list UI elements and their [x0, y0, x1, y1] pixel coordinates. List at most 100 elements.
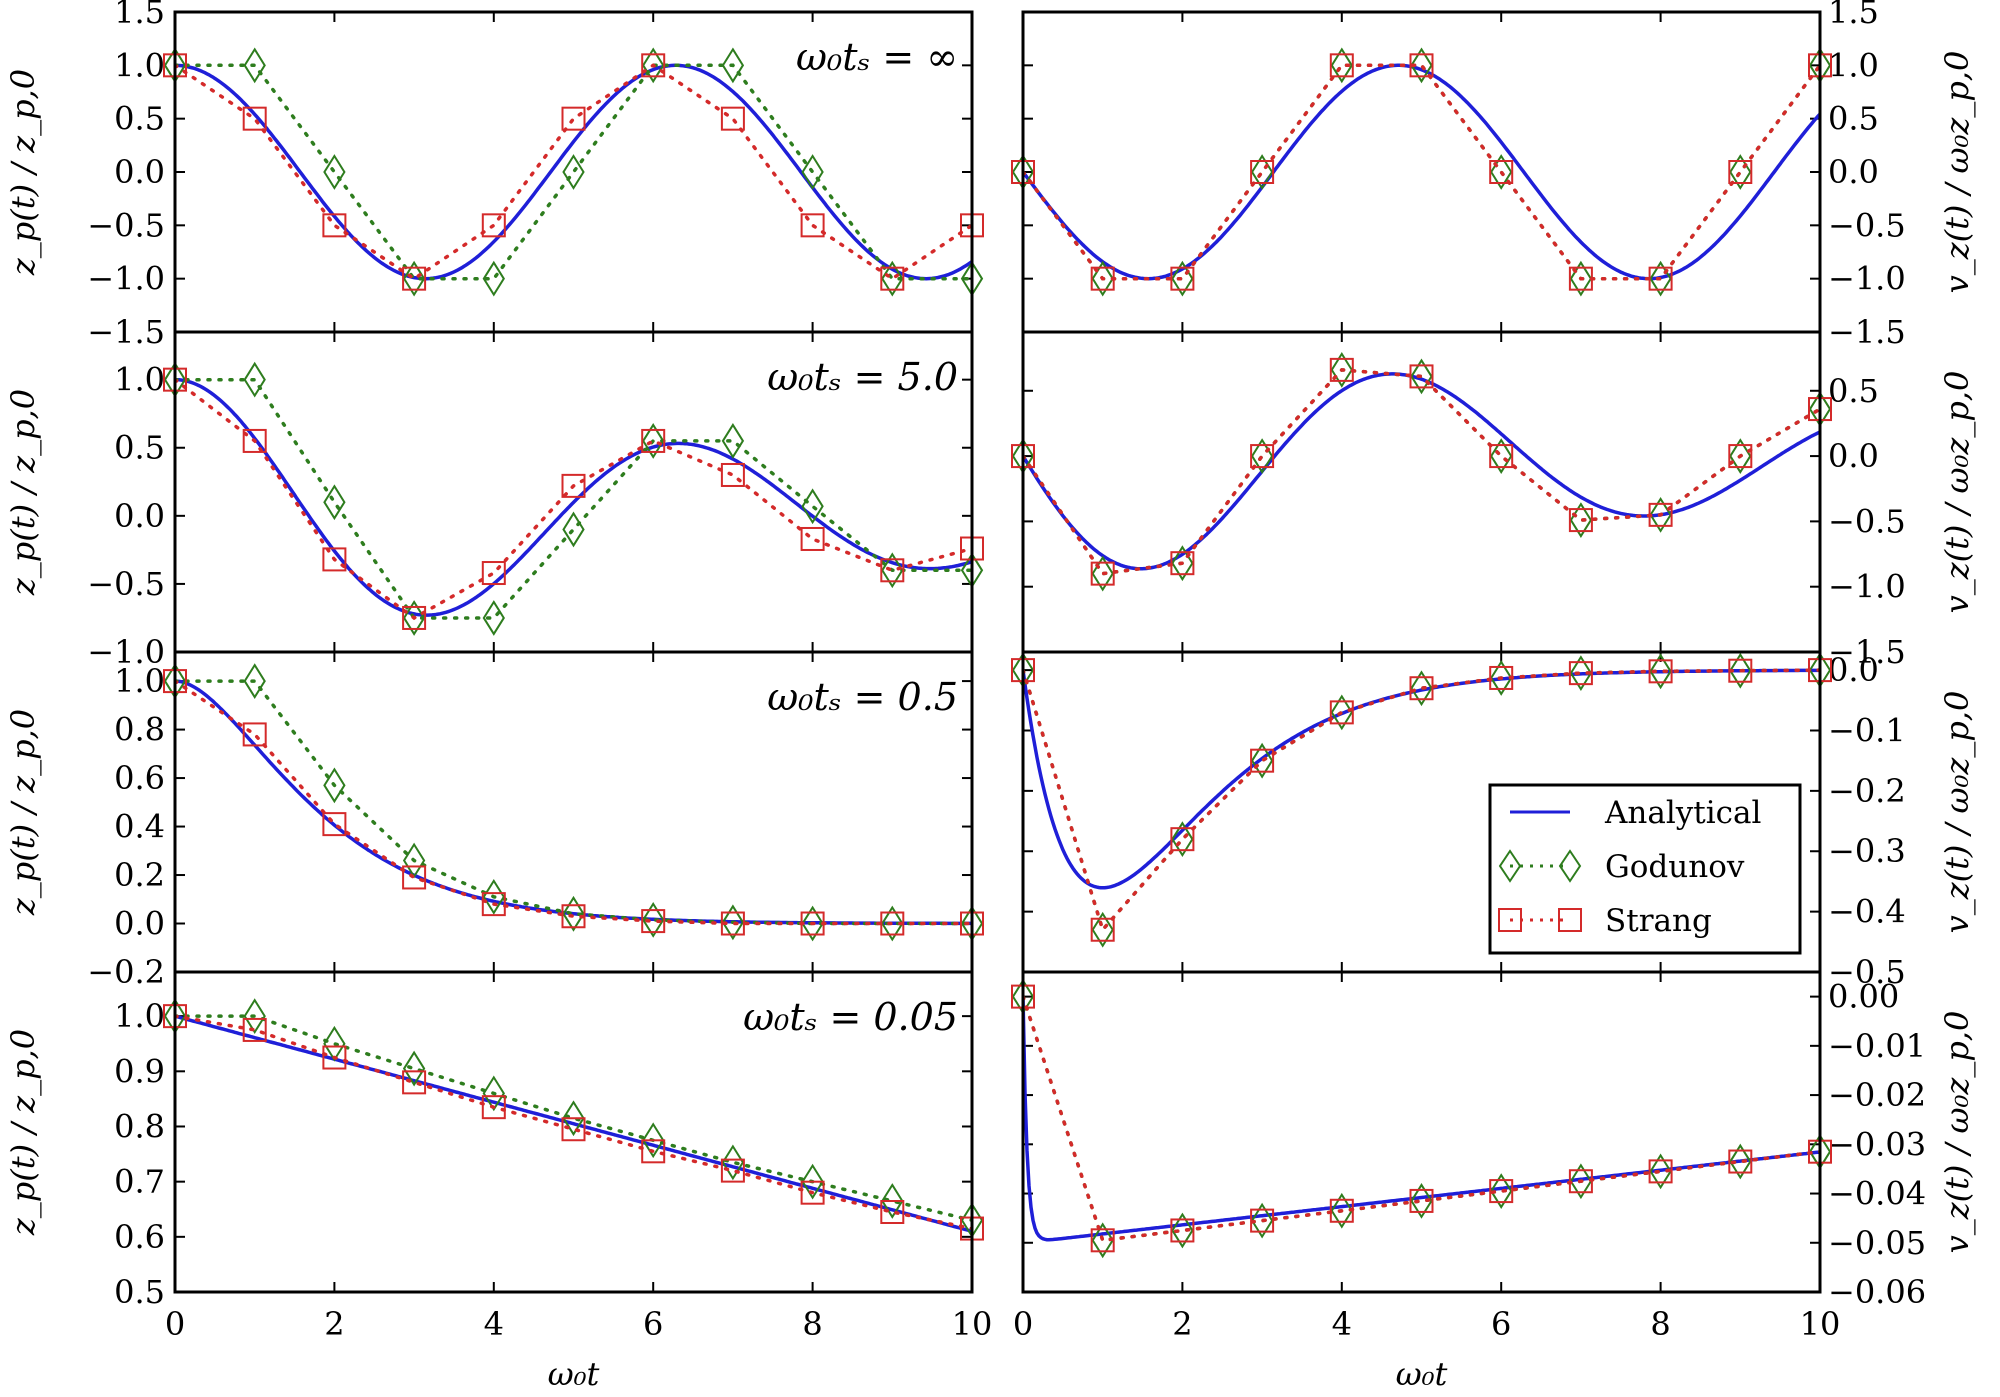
godunov-marker [642, 1122, 665, 1159]
legend-strang-marker-right [1558, 908, 1582, 932]
strang-marker [880, 911, 905, 936]
ytick-label: 1.5 [114, 0, 165, 31]
strang-marker [1409, 1188, 1434, 1213]
analytical-line [175, 377, 972, 617]
strang-marker [1250, 160, 1275, 184]
xtick-label: 4 [1332, 1305, 1352, 1343]
ylabel-right: v_z(t) / ω₀z_p,0 [1938, 51, 1976, 294]
strang-marker [641, 1139, 666, 1164]
strang-marker [1648, 1159, 1673, 1184]
godunov-marker [881, 905, 904, 942]
godunov-marker [1410, 358, 1433, 395]
godunov-marker [1569, 655, 1593, 692]
strang-marker [1728, 160, 1753, 184]
godunov-marker [881, 552, 904, 589]
ytick-label: 0.5 [1828, 100, 1879, 138]
strang-marker [720, 1158, 745, 1183]
xlabel-right: ω₀t [1396, 1355, 1448, 1393]
godunov-marker [1729, 154, 1752, 190]
ytick-label: −0.05 [1828, 1224, 1926, 1262]
strang-marker [1170, 551, 1195, 576]
axes-frame [1021, 10, 1822, 334]
ytick-label: −1.5 [1828, 633, 1906, 671]
godunov-marker [721, 1144, 745, 1181]
strang-marker [1489, 444, 1514, 469]
godunov-marker [1091, 555, 1114, 592]
legend-godunov-marker-left [1498, 849, 1522, 883]
ytick-label: −0.02 [1828, 1076, 1926, 1114]
xtick-label: 10 [952, 1305, 993, 1343]
strang-marker [242, 106, 267, 131]
strang-marker [481, 1095, 506, 1120]
godunov-marker [1250, 154, 1274, 190]
panel-5: −0.2 0.0 0.2 0.4 0.6 0.8 1.0 ω₀tₛ = 0.5 z_p(t) /… [4, 650, 984, 991]
godunov-line [175, 63, 972, 281]
strang-marker [1648, 659, 1673, 684]
godunov-marker [482, 878, 505, 915]
godunov-marker [323, 484, 346, 521]
strang-marker [1170, 266, 1195, 291]
ytick-label: −0.1 [1828, 711, 1906, 749]
xtick-label: 2 [1172, 1305, 1192, 1343]
strang-marker [1090, 561, 1115, 586]
series-godunov [163, 361, 984, 636]
strang-marker [1728, 658, 1753, 683]
godunov-marker [402, 1050, 426, 1087]
strang-marker [242, 428, 267, 453]
strang-line [1023, 368, 1820, 576]
series-godunov [163, 47, 984, 297]
godunov-marker [482, 1075, 505, 1112]
godunov-marker [1729, 1143, 1752, 1180]
ytick-label: −0.03 [1828, 1125, 1926, 1163]
strang-marker [880, 1200, 905, 1224]
godunov-marker [1490, 438, 1513, 474]
ytick-label: 0.5 [1828, 372, 1879, 410]
strang-marker [800, 1180, 825, 1205]
godunov-marker [562, 511, 585, 548]
strang-marker [1409, 364, 1434, 389]
godunov-marker [881, 260, 904, 297]
stopping-time-annotation: ω₀tₛ = 0.05 [743, 995, 958, 1039]
ytick-label: 1.5 [1828, 0, 1879, 31]
godunov-marker [721, 904, 745, 941]
strang-marker [561, 1117, 586, 1142]
strang-marker [322, 812, 347, 837]
ytick-label: −0.5 [1828, 953, 1906, 991]
strang-marker [1568, 661, 1593, 686]
strang-marker [1489, 160, 1514, 184]
godunov-marker [482, 600, 505, 636]
strang-marker [1728, 444, 1753, 469]
godunov-marker [1091, 911, 1114, 948]
xtick-label: 6 [643, 1305, 663, 1343]
ytick-label: −1.0 [1828, 260, 1906, 298]
godunov-marker [1330, 47, 1353, 84]
ytick-label: 1.0 [114, 662, 165, 700]
series-godunov [1011, 978, 1832, 1259]
ytick-label: −0.4 [1828, 893, 1906, 931]
ytick-label: −0.5 [87, 565, 165, 603]
ytick-label: 0.0 [114, 905, 165, 943]
ytick-label: −0.06 [1828, 1273, 1926, 1311]
ytick-label: 0.0 [1828, 651, 1879, 689]
godunov-marker [562, 895, 585, 932]
godunov-marker [1569, 1163, 1593, 1200]
godunov-marker [801, 1163, 824, 1200]
ytick-label: 0.0 [114, 497, 165, 535]
godunov-marker [881, 1183, 904, 1219]
legend-strang-marker-left [1498, 908, 1522, 932]
series-strang [163, 367, 984, 630]
strang-marker [720, 106, 745, 131]
ytick-label: −1.0 [1828, 568, 1906, 606]
analytical-line [175, 1014, 972, 1233]
ytick-label: −1.5 [87, 313, 165, 351]
xtick-label: 4 [484, 1305, 504, 1343]
panel-7: 0.5 0.6 0.7 0.8 0.9 1.0 0 2 4 6 8 10 ω₀tₛ = 0.05 z_p(… [4, 970, 993, 1343]
panel-1: −1.5 −1.0 −0.5 0.0 0.5 1.0 1.5 ω₀tₛ = ∞ z_p(t) /… [4, 0, 984, 351]
strang-marker [1568, 508, 1593, 533]
strang-marker [481, 892, 506, 917]
plot-grid: −1.5 −1.0 −0.5 0.0 0.5 1.0 1.5 ω₀tₛ = ∞ z_p(t) /… [4, 0, 1976, 1393]
godunov-marker [1569, 260, 1593, 297]
ytick-label: 0.0 [114, 153, 165, 191]
godunov-marker [562, 154, 585, 190]
strang-line [175, 679, 972, 926]
